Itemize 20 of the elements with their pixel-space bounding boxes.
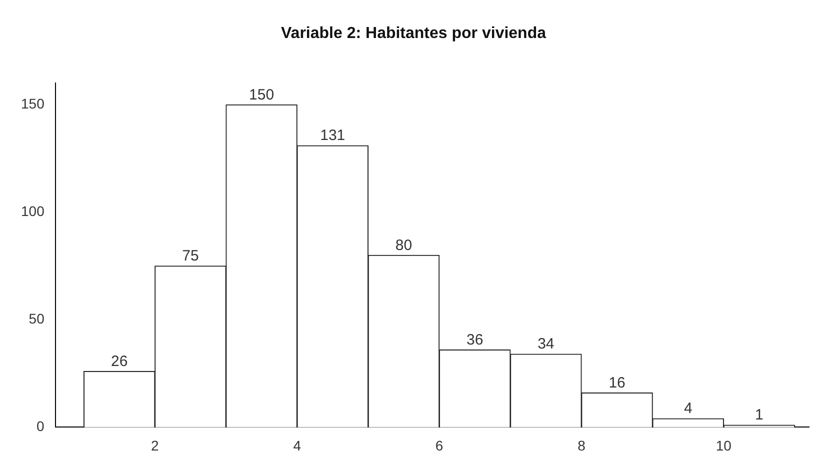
- y-tick-label: 100: [21, 203, 45, 220]
- x-tick-label: 6: [435, 437, 444, 454]
- data-label: 150: [249, 86, 274, 104]
- x-tick-label: 2: [151, 437, 159, 454]
- data-label: 80: [395, 236, 412, 254]
- y-tick-label: 150: [21, 96, 45, 112]
- data-label: 131: [320, 127, 346, 144]
- data-label: 26: [111, 352, 128, 370]
- x-tick-label: 10: [716, 437, 732, 454]
- data-label: 75: [182, 248, 199, 265]
- data-label: 16: [608, 374, 626, 392]
- x-tick-label: 8: [578, 437, 586, 454]
- x-tick-label: 4: [293, 437, 302, 454]
- y-tick-label: 0: [36, 418, 45, 434]
- data-label: 4: [684, 400, 692, 418]
- chart-title: Variable 2: Habitantes por vivienda: [281, 25, 546, 42]
- data-label: 36: [466, 331, 484, 348]
- y-tick-label: 50: [28, 310, 45, 327]
- data-label: 1: [755, 406, 764, 424]
- data-label: 34: [538, 336, 554, 353]
